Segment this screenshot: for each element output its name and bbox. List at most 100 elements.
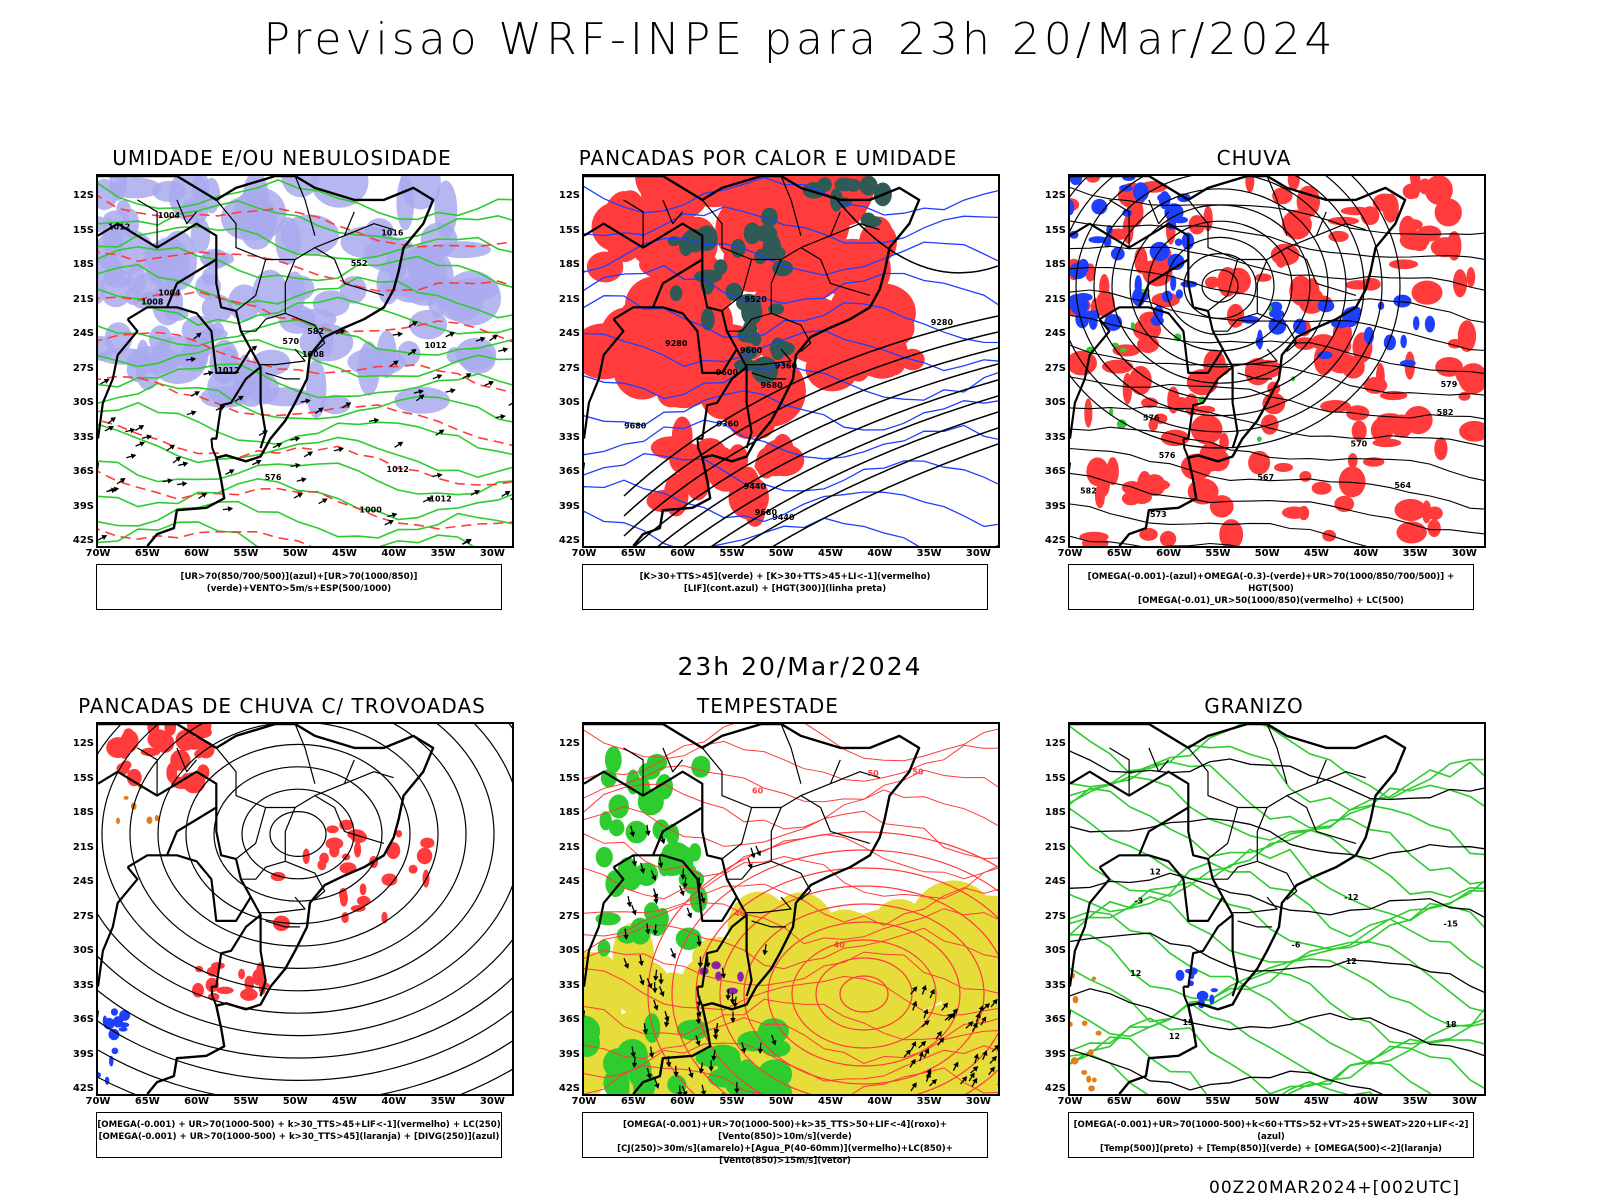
lat-tick-label: 30S [558, 397, 580, 408]
state-border [1266, 724, 1288, 784]
state-border [1286, 795, 1357, 844]
contour-label: 570 [1351, 439, 1368, 448]
lat-tick-label: 12S [558, 738, 580, 749]
panel-umidade: UMIDADE E/OU NEBULOSIDADE 1012 1008 1008 10… [42, 146, 522, 636]
contour-label: 570 [282, 337, 299, 346]
state-border [235, 807, 267, 860]
lat-tick-label: 42S [558, 535, 580, 546]
humidity-700-area [98, 176, 235, 391]
state-border [623, 747, 644, 796]
state-border [1148, 747, 1170, 773]
state-border [800, 795, 871, 844]
lat-tick-label: 15S [558, 772, 580, 784]
contour-label: -6 [1292, 940, 1301, 949]
geography [584, 176, 921, 546]
lat-tick-label: 15S [72, 772, 94, 784]
legend-line: [OMEGA(-0.001)+UR>70(1000-500)+k<60+TTS>… [1073, 1120, 1469, 1142]
contour-label: 1012 [217, 366, 239, 375]
state-border [240, 807, 296, 880]
lat-tick-label: 12S [72, 738, 94, 749]
contour-label: 15 [1182, 1018, 1194, 1027]
panel-title: TEMPESTADE [697, 694, 839, 718]
lat-tick-label: 24S [558, 328, 580, 339]
state-border [726, 807, 782, 880]
state-border [294, 724, 316, 784]
contour-label: 12 [1130, 969, 1141, 978]
lat-tick-label: 42S [72, 1083, 94, 1094]
lon-tick-label: 40W [867, 1096, 893, 1107]
state-border [285, 312, 326, 352]
lat-tick-label: 33S [72, 431, 94, 443]
state-border [623, 199, 644, 248]
lon-tick-label: 60W [670, 1096, 696, 1107]
state-border [137, 199, 158, 248]
state-border [1212, 259, 1268, 332]
contour-label: 9520 [745, 295, 768, 304]
country-border [745, 367, 753, 449]
lon-tick-label: 35W [916, 1096, 942, 1107]
map-canvas: 1012 1008 1008 1012 1012 1004 1012 1012 1016 1004… [98, 176, 512, 546]
lat-tick-label: 21S [72, 293, 94, 305]
lat-tick-label: 39S [72, 1048, 94, 1060]
panel-title: PANCADAS POR CALOR E UMIDADE [578, 146, 958, 170]
contour-label: 9440 [772, 513, 795, 522]
legend-line: [OMEGA(-0.001) + UR>70(1000-500) + k>30_… [98, 1132, 500, 1142]
panel-pancadas-calor: PANCADAS POR CALOR E UMIDADE 9680 9680 968… [528, 146, 1008, 636]
contour-label: 1004 [158, 288, 181, 297]
panel-legend: [UR>70(850/700/500)](azul)+[UR>70(1000/8… [96, 564, 502, 610]
contour-label: -15 [1443, 920, 1458, 929]
state-border [344, 223, 394, 237]
lon-tick-label: 30W [1451, 548, 1477, 559]
lat-tick-label: 27S [558, 910, 580, 922]
contour-label: 576 [265, 473, 282, 482]
contour-label: 18 [1445, 1020, 1457, 1029]
divergence-blue-area [98, 1008, 131, 1085]
legend-line: [LIF](cont.azul) + [HGT(300)](linha pret… [683, 584, 887, 594]
lat-tick-label: 12S [558, 190, 580, 201]
lon-tick-label: 40W [1353, 548, 1379, 559]
wind-vectors [623, 824, 777, 1094]
state-border [294, 176, 316, 236]
lon-tick-label: 35W [1402, 548, 1428, 559]
temp-850-contours [1070, 724, 1484, 1094]
state-border [1316, 223, 1366, 237]
legend-line: [K>30+TTS>45](verde) + [K>30+TTS>45+LI<-… [639, 572, 931, 582]
lat-tick-label: 24S [72, 876, 94, 887]
state-border [800, 247, 871, 296]
coastline [1182, 986, 1190, 1007]
state-border [1207, 259, 1239, 312]
country-border [98, 866, 139, 987]
state-border [240, 259, 296, 332]
country-border [1070, 866, 1111, 987]
state-border [771, 312, 812, 352]
state-border [1187, 747, 1327, 809]
lat-tick-label: 24S [1044, 876, 1066, 887]
state-border [751, 920, 787, 928]
state-border [746, 896, 792, 914]
geography [98, 724, 435, 1094]
contour-label: 9600 [740, 346, 763, 355]
state-border [176, 747, 198, 773]
contour-label: 582 [1080, 487, 1097, 496]
lon-tick-label: 50W [282, 1096, 308, 1107]
thunder-orange-area [116, 783, 160, 825]
lon-tick-label: 70W [1057, 1096, 1083, 1107]
state-border [662, 199, 684, 225]
contour-label: 9600 [716, 368, 739, 377]
lon-tick-label: 70W [85, 548, 111, 559]
country-border [1183, 896, 1234, 988]
map-canvas [98, 724, 512, 1094]
contour-label: -3 [1134, 896, 1143, 905]
legend-line: [OMEGA(-0.001)+UR>70(1000-500)+k>35_TTS>… [623, 1120, 947, 1142]
contour-label: 9280 [665, 339, 688, 348]
state-border [1257, 860, 1298, 900]
state-border [235, 259, 267, 312]
lon-tick-label: 55W [1205, 548, 1231, 559]
lon-tick-label: 30W [479, 548, 505, 559]
contour-label: -12 [1342, 957, 1356, 966]
country-border [259, 367, 267, 449]
country-border [98, 318, 139, 439]
lon-tick-label: 45W [1304, 548, 1329, 559]
lat-tick-label: 27S [72, 910, 94, 922]
lat-tick-label: 18S [1044, 807, 1066, 818]
